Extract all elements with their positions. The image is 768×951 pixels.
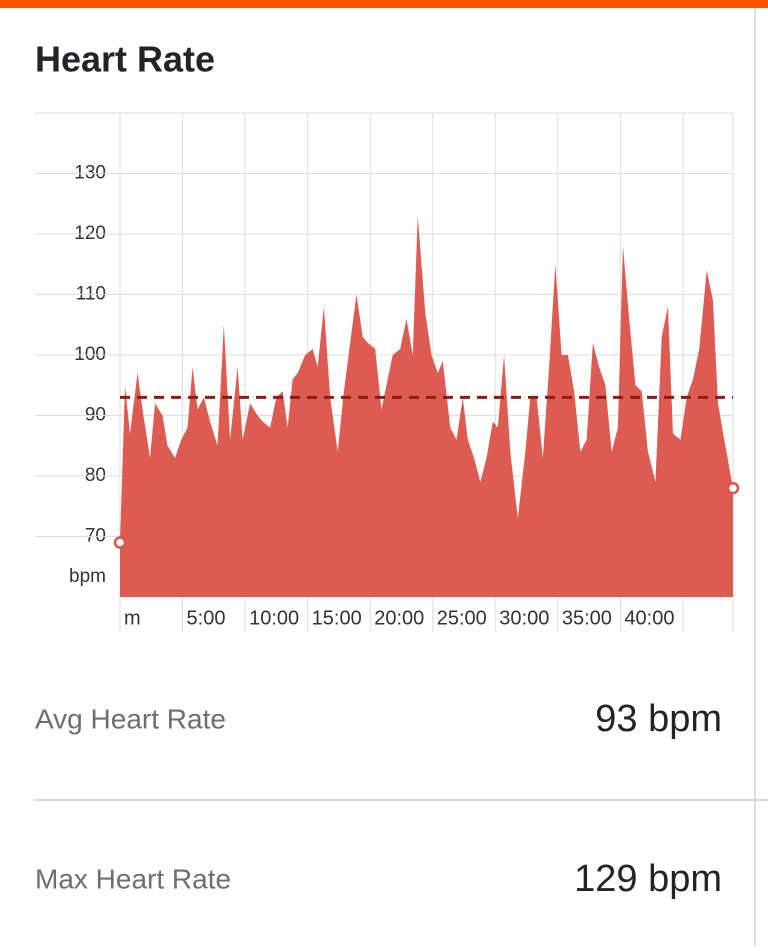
stat-value: 129 bpm — [574, 858, 722, 900]
x-tick-label: m — [124, 607, 141, 629]
x-tick-label: 20:00 — [374, 607, 424, 629]
x-tick-label: 5:00 — [187, 607, 226, 629]
stat-value: 93 bpm — [595, 698, 722, 740]
y-axis-label: bpm — [69, 566, 106, 587]
x-tick-label: 35:00 — [562, 607, 612, 629]
end-marker — [113, 536, 127, 549]
x-tick-label: 30:00 — [499, 607, 549, 629]
x-tick-label: 40:00 — [624, 607, 674, 629]
stat-label: Max Heart Rate — [35, 863, 231, 894]
end-marker — [726, 481, 740, 495]
x-tick-label: 25:00 — [437, 607, 487, 629]
area — [120, 215, 733, 597]
title: Heart Rate — [35, 39, 215, 80]
stat-label: Avg Heart Rate — [35, 703, 226, 734]
top-bar — [0, 0, 768, 8]
x-tick-label: 15:00 — [312, 607, 362, 629]
x-tick-label: 10:00 — [249, 607, 299, 629]
